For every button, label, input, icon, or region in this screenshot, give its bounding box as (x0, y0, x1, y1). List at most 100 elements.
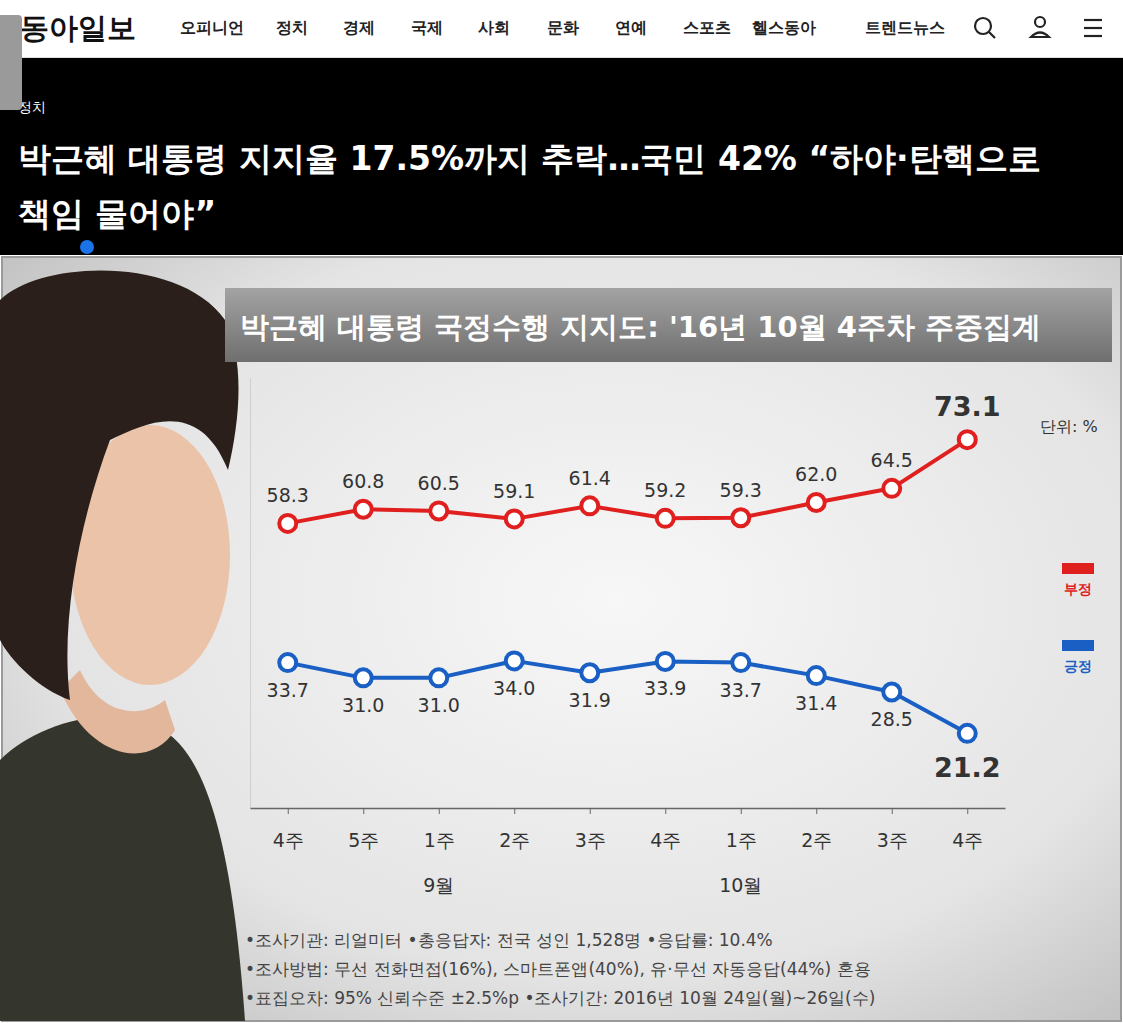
figure-coat (0, 717, 245, 1021)
data-point (883, 684, 900, 701)
nav-icons (960, 0, 1120, 58)
menu-icon[interactable] (1084, 35, 1102, 37)
menu-icon[interactable] (1084, 27, 1102, 29)
nav-link[interactable]: 사회 (478, 18, 510, 39)
data-point (355, 501, 372, 518)
nav-link[interactable]: 국제 (411, 18, 443, 39)
data-label: 61.4 (569, 467, 611, 489)
data-label: 21.2 (934, 752, 1001, 783)
search-icon[interactable] (975, 18, 991, 34)
data-label: 59.3 (720, 479, 762, 501)
data-point (355, 669, 372, 686)
x-tick (967, 808, 968, 814)
data-label: 34.0 (493, 677, 535, 699)
x-tick-label: 4주 (650, 829, 681, 851)
user-icon[interactable] (1035, 17, 1045, 27)
data-point (808, 667, 825, 684)
x-axis: 4주5주1주2주3주4주1주2주3주4주 (251, 808, 1006, 851)
data-label: 33.9 (644, 677, 686, 699)
x-tick (741, 808, 742, 814)
data-point (506, 652, 523, 669)
data-point (279, 515, 296, 532)
x-tick (816, 808, 817, 814)
x-tick-label: 4주 (952, 829, 983, 851)
data-label: 28.5 (871, 708, 913, 730)
month-label: 10월 (719, 874, 762, 896)
data-point (883, 480, 900, 497)
user-icon[interactable] (1031, 33, 1049, 38)
nav-link[interactable]: 정치 (276, 18, 308, 39)
nav-link[interactable]: 트렌드뉴스 (865, 18, 945, 39)
x-tick-label: 5주 (348, 829, 379, 851)
nav-link[interactable]: 연예 (615, 18, 647, 39)
data-point (959, 725, 976, 742)
progress-dot (80, 240, 94, 254)
side-tab[interactable] (0, 15, 22, 110)
nav-link[interactable]: 경제 (343, 18, 375, 39)
x-tick (288, 808, 289, 814)
source-note: •표집오차: 95% 신뢰수준 ±2.5%p •조사기간: 2016년 10월 … (245, 988, 875, 1008)
search-icon[interactable] (989, 32, 995, 38)
data-label: 64.5 (871, 449, 913, 471)
chart-svg: 박근혜 대통령 국정수행 지지도: '16년 10월 4주차 주중집계단위: %… (0, 255, 1123, 1023)
data-point (430, 669, 447, 686)
data-label: 60.5 (418, 472, 460, 494)
headline-area: 정치박근혜 대통령 지지율 17.5%까지 추락…국민 42% “하야·탄핵으로… (0, 58, 1123, 255)
legend-swatch (1062, 563, 1094, 574)
nav-link[interactable]: 오피니언 (180, 18, 244, 39)
title-band (225, 288, 1112, 362)
data-labels: 58.360.860.559.161.459.259.362.064.573.1… (267, 391, 1001, 784)
legend-swatch (1062, 640, 1094, 651)
data-label: 73.1 (934, 391, 1001, 422)
legend-label: 부정 (1064, 581, 1092, 597)
nav-link[interactable]: 문화 (547, 18, 579, 39)
data-point (732, 509, 749, 526)
logo[interactable]: 동아일보 (20, 9, 136, 49)
data-label: 58.3 (267, 484, 309, 506)
data-label: 33.7 (720, 679, 762, 701)
nav-bar: 동아일보 오피니언 정치 경제 국제 사회 문화 연예 스포츠 헬스동아 트렌드뉴스 (0, 0, 1123, 58)
x-tick (439, 808, 440, 814)
data-label: 59.1 (493, 480, 535, 502)
x-tick (363, 808, 364, 814)
data-label: 31.9 (569, 689, 611, 711)
menu-icon[interactable] (1084, 19, 1102, 21)
data-point (430, 502, 447, 519)
section-label[interactable]: 정치 (18, 99, 46, 117)
x-tick (665, 808, 666, 814)
data-label: 31.0 (418, 694, 460, 716)
figure-hair (0, 270, 239, 700)
x-tick-label: 1주 (424, 829, 455, 851)
data-point (657, 653, 674, 670)
source-note: •조사방법: 무선 전화면접(16%), 스마트폰앱(40%), 유·무선 자동… (245, 959, 871, 979)
data-point (959, 431, 976, 448)
nav-link[interactable]: 헬스동아 (752, 18, 816, 39)
series-line (288, 440, 968, 524)
chart-title: 박근혜 대통령 국정수행 지지도: '16년 10월 4주차 주중집계 (240, 310, 1041, 344)
y-axis-line (250, 379, 251, 809)
series-line (288, 661, 968, 733)
data-point (581, 497, 598, 514)
legend-label: 긍정 (1064, 658, 1092, 674)
chart-image: 박근혜 대통령 국정수행 지지도: '16년 10월 4주차 주중집계단위: %… (0, 255, 1123, 1023)
data-point (506, 510, 523, 527)
x-tick (514, 808, 515, 814)
x-tick-label: 3주 (575, 829, 606, 851)
data-label: 59.2 (644, 479, 686, 501)
y-axis (250, 379, 251, 809)
data-point (808, 494, 825, 511)
x-tick (892, 808, 893, 814)
x-tick (590, 808, 591, 814)
data-point (581, 664, 598, 681)
x-tick-label: 3주 (877, 829, 908, 851)
data-label: 31.0 (342, 694, 384, 716)
nav-link[interactable]: 스포츠 (683, 18, 731, 39)
x-tick-label: 1주 (726, 829, 757, 851)
unit-label: 단위: % (1040, 417, 1098, 436)
data-label: 62.0 (795, 463, 837, 485)
data-point (657, 510, 674, 527)
x-tick-label: 4주 (273, 829, 304, 851)
x-tick-label: 2주 (499, 829, 530, 851)
legend: 부정긍정 (1062, 563, 1094, 674)
month-label: 9월 (423, 874, 454, 896)
